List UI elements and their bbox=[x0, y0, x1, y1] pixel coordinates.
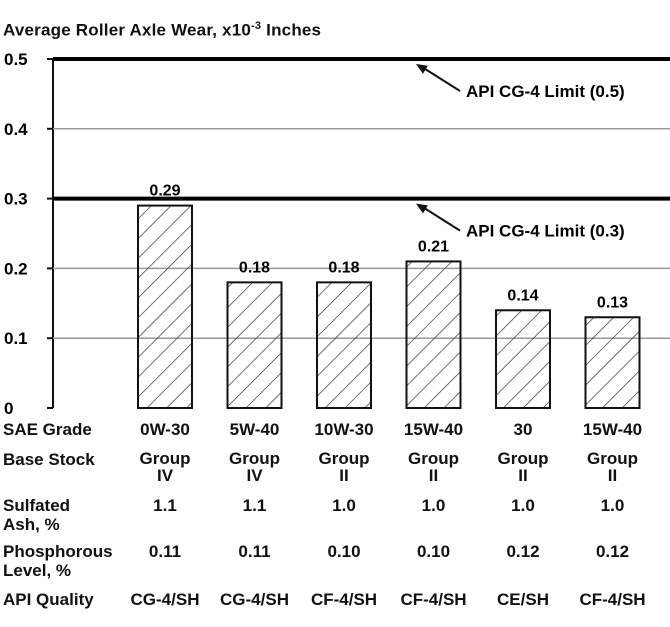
table-cell: Group IV bbox=[210, 450, 300, 484]
row-label: Sulfated Ash, % bbox=[3, 496, 70, 534]
y-tick-label: 0.2 bbox=[4, 259, 28, 278]
table-cell: 30 bbox=[513, 420, 533, 439]
arrow-head bbox=[416, 203, 428, 214]
table-cell: Group II bbox=[568, 450, 658, 484]
data-label: 0.13 bbox=[597, 294, 628, 311]
cell-line: Group bbox=[408, 449, 459, 468]
bar bbox=[137, 204, 193, 409]
table-cell: Group II bbox=[299, 450, 389, 484]
table-cell: 1.0 bbox=[600, 496, 625, 515]
bar bbox=[584, 316, 641, 410]
table-cell: 1.1 bbox=[242, 496, 267, 515]
row-label: Phosphorous Level, % bbox=[3, 542, 113, 580]
table-cell: 1.0 bbox=[332, 496, 356, 515]
cell-line: Group bbox=[587, 449, 638, 468]
data-label: 0.18 bbox=[239, 259, 270, 276]
cell-line: II bbox=[428, 466, 439, 485]
bar bbox=[226, 281, 283, 409]
row-label-line: Sulfated bbox=[3, 496, 71, 515]
table-cell: CF-4/SH bbox=[400, 590, 467, 609]
y-tick-label: 0.4 bbox=[4, 120, 28, 139]
table-cell: 10W-30 bbox=[314, 420, 374, 439]
table-cell: Group II bbox=[478, 450, 568, 484]
cell-line: Group bbox=[229, 449, 280, 468]
cell-line: IV bbox=[156, 466, 174, 485]
table-cell: Group II bbox=[389, 450, 479, 484]
table-cell: 1.1 bbox=[153, 496, 177, 515]
table-cell: CF-4/SH bbox=[310, 590, 378, 609]
table-cell: CG-4/SH bbox=[130, 590, 200, 609]
data-label: 0.21 bbox=[418, 238, 449, 255]
cell-line: II bbox=[339, 466, 349, 485]
bar bbox=[316, 281, 372, 409]
table-cell: 0.10 bbox=[416, 542, 451, 561]
table-cell: 1.0 bbox=[421, 496, 446, 515]
table-cell: CF-4/SH bbox=[579, 590, 646, 609]
row-label-line: Ash, % bbox=[3, 515, 60, 534]
y-tick-label: 0 bbox=[4, 399, 13, 418]
bar bbox=[405, 260, 462, 410]
table-cell: 0.11 bbox=[238, 542, 271, 561]
arrow-head bbox=[416, 64, 428, 74]
row-label: SAE Grade bbox=[3, 420, 92, 439]
bar bbox=[495, 309, 551, 409]
y-tick-label: 0.3 bbox=[4, 190, 28, 209]
y-tick-label: 0.1 bbox=[4, 329, 28, 348]
table-cell: 5W-40 bbox=[229, 420, 280, 439]
row-label-line: Phosphorous bbox=[3, 542, 113, 561]
row-label: API Quality bbox=[3, 590, 94, 609]
chart-title: Average Roller Axle Wear, x10-3 Inches bbox=[3, 20, 322, 40]
limit-annotation: API CG-4 Limit (0.3) bbox=[466, 222, 625, 241]
table-cell: 0.12 bbox=[506, 542, 540, 561]
row-label-line: Level, % bbox=[3, 561, 72, 580]
annotation-arrow bbox=[421, 66, 461, 92]
data-label: 0.18 bbox=[328, 259, 359, 276]
data-label: 0.29 bbox=[149, 183, 180, 200]
limit-annotation: API CG-4 Limit (0.5) bbox=[466, 82, 625, 101]
y-tick-label: 0.5 bbox=[4, 50, 28, 69]
table-cell: 1.0 bbox=[511, 496, 535, 515]
cell-line: II bbox=[518, 466, 528, 485]
table-cell: 15W-40 bbox=[582, 420, 643, 439]
table-cell: 15W-40 bbox=[403, 420, 464, 439]
table-cell: 0.10 bbox=[327, 542, 361, 561]
cell-line: II bbox=[607, 466, 618, 485]
table-cell: CG-4/SH bbox=[220, 590, 289, 609]
table-cell: 0W-30 bbox=[140, 420, 190, 439]
cell-line: Group bbox=[139, 449, 191, 468]
annotation-arrow bbox=[421, 205, 461, 232]
cell-line: Group bbox=[318, 449, 370, 468]
table-cell: 0.11 bbox=[148, 542, 182, 561]
table-cell: Group IV bbox=[120, 450, 210, 484]
data-label: 0.14 bbox=[507, 287, 538, 304]
cell-line: Group bbox=[497, 449, 549, 468]
table-cell: 0.12 bbox=[595, 542, 630, 561]
table-cell: CE/SH bbox=[497, 590, 549, 609]
row-label: Base Stock bbox=[3, 450, 95, 469]
cell-line: IV bbox=[246, 466, 263, 485]
